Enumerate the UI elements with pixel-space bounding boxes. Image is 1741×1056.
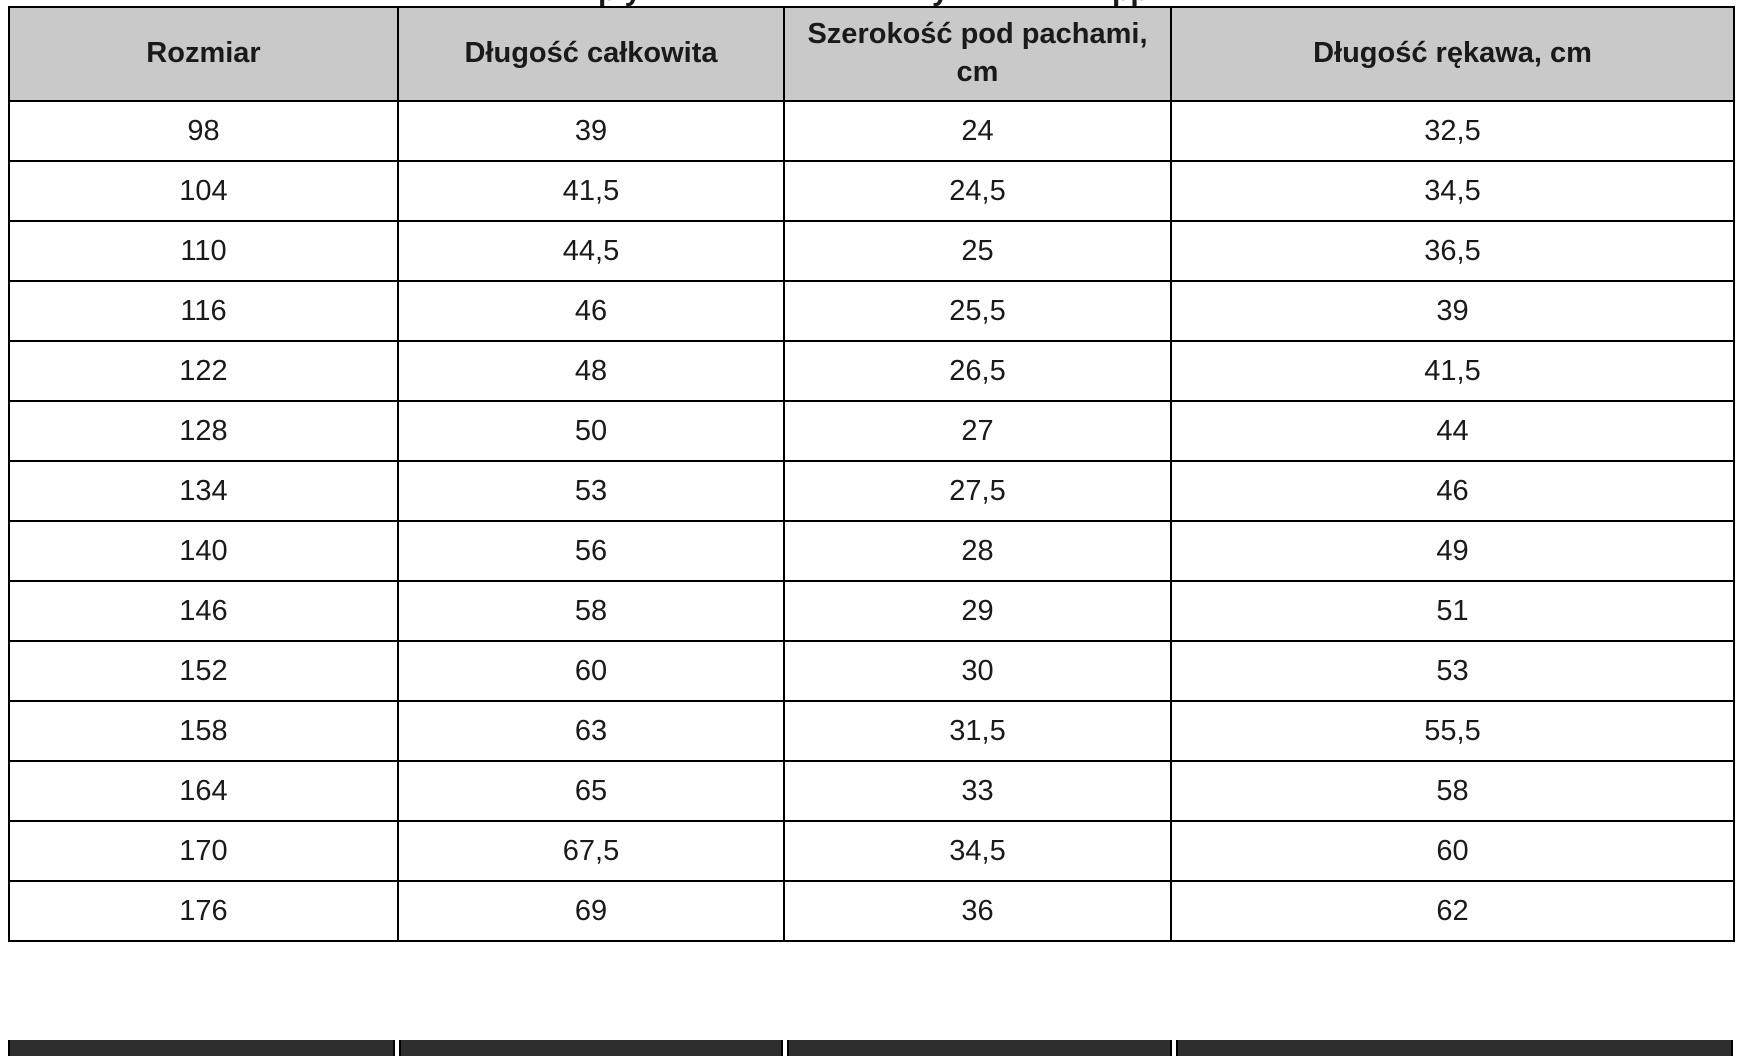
table-cell: 62 — [1170, 880, 1735, 942]
table-cell: 44,5 — [397, 220, 785, 282]
table-cell: 176 — [8, 880, 399, 942]
table-cell: 25 — [783, 220, 1172, 282]
table-cell: 39 — [1170, 280, 1735, 342]
partial-cell — [787, 1040, 1172, 1056]
table-row: 122 48 26,5 41,5 — [8, 340, 1735, 402]
table-row: 140 56 28 49 — [8, 520, 1735, 582]
table-row: 152 60 30 53 — [8, 640, 1735, 702]
table-cell: 39 — [397, 100, 785, 162]
size-table: Rozmiar Długość całkowita Szerokość pod … — [8, 6, 1735, 942]
cropped-title-fragment: pp — [1112, 0, 1149, 6]
table-cell: 98 — [8, 100, 399, 162]
table-cell: 69 — [397, 880, 785, 942]
table-cell: 34,5 — [783, 820, 1172, 882]
table-cell: 41,5 — [397, 160, 785, 222]
header-row: Rozmiar Długość całkowita Szerokość pod … — [8, 6, 1735, 102]
table-body: 98 39 24 32,5 104 41,5 24,5 34,5 110 44,5 25 36,5 11… — [8, 100, 1735, 942]
table-cell: 53 — [1170, 640, 1735, 702]
table-cell: 51 — [1170, 580, 1735, 642]
table-row: 164 65 33 58 — [8, 760, 1735, 822]
table-cell: 30 — [783, 640, 1172, 702]
partial-cell — [399, 1040, 783, 1056]
table-cell: 49 — [1170, 520, 1735, 582]
table-cell: 158 — [8, 700, 399, 762]
header-cell-dlugosc-rekawa: Długość rękawa, cm — [1170, 6, 1735, 102]
table-cell: 56 — [397, 520, 785, 582]
table-cell: 122 — [8, 340, 399, 402]
partial-cell — [1176, 1040, 1733, 1056]
table-cell: 36 — [783, 880, 1172, 942]
table-cell: 110 — [8, 220, 399, 282]
table-header: Rozmiar Długość całkowita Szerokość pod … — [8, 6, 1735, 102]
table-cell: 24,5 — [783, 160, 1172, 222]
cropped-title-fragment: p y — [598, 0, 641, 6]
table-row: 110 44,5 25 36,5 — [8, 220, 1735, 282]
table-cell: 53 — [397, 460, 785, 522]
partial-cell — [8, 1040, 395, 1056]
table-cell: 29 — [783, 580, 1172, 642]
table-row: 146 58 29 51 — [8, 580, 1735, 642]
table-cell: 140 — [8, 520, 399, 582]
table-cell: 152 — [8, 640, 399, 702]
table-cell: 60 — [397, 640, 785, 702]
table-cell: 170 — [8, 820, 399, 882]
table-cell: 58 — [397, 580, 785, 642]
table-cell: 128 — [8, 400, 399, 462]
table-row: 176 69 36 62 — [8, 880, 1735, 942]
table-row: 104 41,5 24,5 34,5 — [8, 160, 1735, 222]
partial-next-table-row — [8, 1040, 1733, 1056]
table-cell: 134 — [8, 460, 399, 522]
table-cell: 28 — [783, 520, 1172, 582]
table-cell: 26,5 — [783, 340, 1172, 402]
table-cell: 24 — [783, 100, 1172, 162]
table-cell: 46 — [397, 280, 785, 342]
table-cell: 65 — [397, 760, 785, 822]
table-cell: 27,5 — [783, 460, 1172, 522]
table-cell: 25,5 — [783, 280, 1172, 342]
table-cell: 33 — [783, 760, 1172, 822]
cropped-title-fragment: y — [932, 0, 949, 6]
table-cell: 104 — [8, 160, 399, 222]
table-cell: 31,5 — [783, 700, 1172, 762]
table-cell: 55,5 — [1170, 700, 1735, 762]
table-cell: 164 — [8, 760, 399, 822]
table-cell: 60 — [1170, 820, 1735, 882]
table-cell: 63 — [397, 700, 785, 762]
table-cell: 46 — [1170, 460, 1735, 522]
header-cell-dlugosc-calkowita: Długość całkowita — [397, 6, 785, 102]
cropped-title: p y y pp — [0, 0, 1741, 6]
table-row: 128 50 27 44 — [8, 400, 1735, 462]
table-cell: 27 — [783, 400, 1172, 462]
table-cell: 34,5 — [1170, 160, 1735, 222]
table-row: 158 63 31,5 55,5 — [8, 700, 1735, 762]
table-cell: 36,5 — [1170, 220, 1735, 282]
table-cell: 32,5 — [1170, 100, 1735, 162]
table-row: 170 67,5 34,5 60 — [8, 820, 1735, 882]
table-cell: 41,5 — [1170, 340, 1735, 402]
table-cell: 67,5 — [397, 820, 785, 882]
table-cell: 146 — [8, 580, 399, 642]
table-cell: 58 — [1170, 760, 1735, 822]
header-cell-rozmiar: Rozmiar — [8, 6, 399, 102]
table-row: 134 53 27,5 46 — [8, 460, 1735, 522]
table-cell: 48 — [397, 340, 785, 402]
table-row: 116 46 25,5 39 — [8, 280, 1735, 342]
table-cell: 50 — [397, 400, 785, 462]
table-row: 98 39 24 32,5 — [8, 100, 1735, 162]
table-cell: 116 — [8, 280, 399, 342]
table-cell: 44 — [1170, 400, 1735, 462]
header-cell-szerokosc-pod-pachami: Szerokość pod pachami, cm — [783, 6, 1172, 102]
